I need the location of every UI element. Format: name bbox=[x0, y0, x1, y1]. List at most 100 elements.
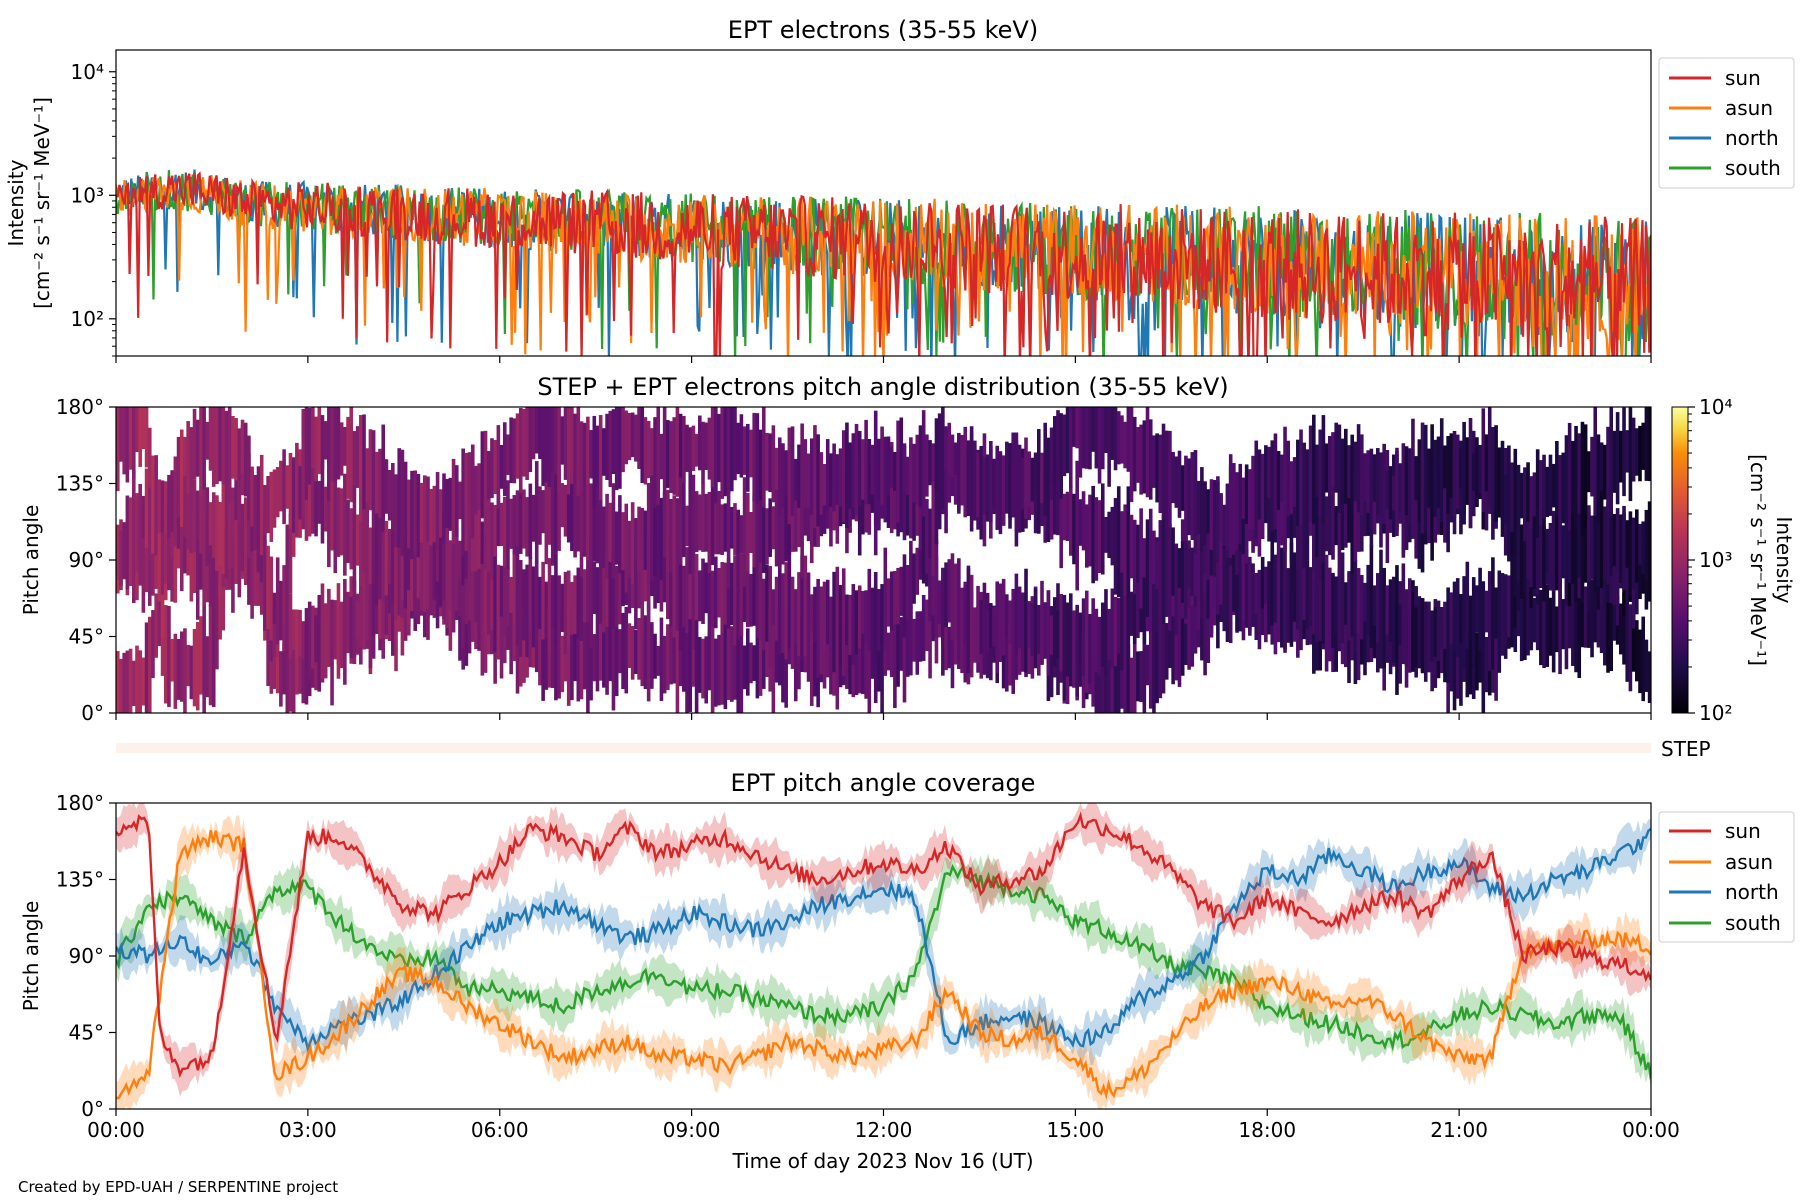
heatmap-cell bbox=[883, 626, 888, 676]
heatmap-cell bbox=[925, 434, 929, 497]
heatmap-cell bbox=[1296, 560, 1300, 630]
heatmap-cell bbox=[1008, 443, 1012, 519]
heatmap-cell bbox=[355, 514, 360, 566]
heatmap-cell bbox=[416, 473, 421, 558]
heatmap-cell bbox=[1088, 494, 1092, 567]
heatmap-cell bbox=[1411, 418, 1415, 524]
heatmap-cell bbox=[403, 523, 408, 609]
colorbar-gradient bbox=[1671, 406, 1689, 714]
heatmap-cell bbox=[1328, 492, 1332, 556]
heatmap-cell bbox=[803, 555, 808, 656]
heatmap-cell bbox=[912, 618, 916, 662]
heatmap-cell bbox=[451, 458, 456, 545]
heatmap-cell bbox=[528, 619, 533, 668]
heatmap-cell bbox=[717, 634, 721, 706]
heatmap-cell bbox=[761, 624, 766, 689]
heatmap-cell bbox=[701, 638, 705, 699]
heatmap-cell bbox=[672, 495, 677, 557]
heatmap-cell bbox=[1136, 524, 1140, 583]
heatmap-cell bbox=[861, 626, 865, 695]
heatmap-cell bbox=[992, 607, 996, 647]
colorbar-tick-label: 10³ bbox=[1699, 548, 1732, 572]
heatmap-cell bbox=[1628, 511, 1633, 597]
heatmap-cell bbox=[953, 453, 958, 505]
heatmap-cell bbox=[1286, 568, 1291, 610]
heatmap-cell bbox=[493, 504, 497, 557]
heatmap-cell bbox=[477, 556, 481, 633]
heatmap-cell bbox=[1078, 612, 1083, 663]
heatmap-cell bbox=[506, 567, 510, 626]
heatmap-cell bbox=[1132, 639, 1137, 713]
heatmap-cell bbox=[985, 609, 990, 653]
heatmap-cell bbox=[582, 463, 587, 557]
heatmap-cell bbox=[1331, 572, 1335, 648]
heatmap-cell bbox=[387, 529, 392, 584]
heatmap-cell bbox=[454, 515, 459, 612]
heatmap-cell bbox=[547, 407, 552, 487]
heatmap-cell bbox=[666, 420, 670, 488]
heatmap-cell bbox=[825, 579, 830, 645]
heatmap-cell bbox=[205, 421, 210, 460]
heatmap-cell bbox=[1107, 641, 1111, 713]
heatmap-cell bbox=[704, 493, 709, 552]
heatmap-cell bbox=[726, 407, 731, 494]
heatmap-cell bbox=[566, 407, 571, 495]
heatmap-cell bbox=[682, 565, 686, 628]
heatmap-cell bbox=[563, 571, 568, 655]
panel2-ylabel: Pitch angle bbox=[19, 505, 43, 616]
heatmap-cell bbox=[167, 495, 171, 583]
heatmap-cell bbox=[1139, 651, 1143, 703]
heatmap-cell bbox=[1635, 509, 1639, 583]
heatmap-cell bbox=[387, 561, 392, 614]
heatmap-cell bbox=[829, 619, 833, 695]
heatmap-cell bbox=[1347, 571, 1351, 641]
heatmap-cell bbox=[950, 553, 955, 641]
heatmap-cell bbox=[1612, 513, 1617, 567]
heatmap-cell bbox=[1264, 445, 1268, 507]
heatmap-cell bbox=[781, 476, 785, 565]
heatmap-cell bbox=[1372, 489, 1377, 535]
heatmap-cell bbox=[438, 534, 443, 607]
heatmap-cell bbox=[848, 442, 852, 509]
heatmap-cell bbox=[1577, 498, 1582, 578]
heatmap-cell bbox=[1366, 614, 1370, 663]
heatmap-cell bbox=[359, 589, 363, 647]
heatmap-cell bbox=[1484, 636, 1489, 693]
heatmap-cell bbox=[1193, 450, 1198, 554]
heatmap-cell bbox=[1337, 568, 1342, 647]
heatmap-cell bbox=[1235, 472, 1239, 550]
legend1-asun-label: asun bbox=[1725, 96, 1773, 120]
heatmap-cell bbox=[1423, 424, 1428, 533]
heatmap-cell bbox=[1503, 574, 1508, 646]
heatmap-cell bbox=[726, 467, 731, 589]
heatmap-cell bbox=[279, 651, 283, 707]
heatmap-cell bbox=[921, 594, 926, 661]
heatmap-cell bbox=[1379, 452, 1383, 518]
heatmap-cell bbox=[1503, 474, 1508, 524]
heatmap-cell bbox=[1222, 504, 1227, 547]
heatmap-cell bbox=[1344, 428, 1348, 504]
heatmap-cell bbox=[512, 418, 517, 484]
heatmap-cell bbox=[947, 559, 952, 623]
heatmap-cell bbox=[1142, 632, 1147, 713]
heatmap-cell bbox=[1529, 476, 1534, 529]
heatmap-cell bbox=[179, 631, 184, 702]
heatmap-cell bbox=[1187, 587, 1191, 670]
heatmap-cell bbox=[586, 482, 590, 561]
heatmap-cell bbox=[1136, 651, 1140, 702]
heatmap-cell bbox=[605, 413, 609, 481]
heatmap-cell bbox=[1292, 552, 1297, 622]
heatmap-cell bbox=[723, 619, 728, 710]
heatmap-cell bbox=[346, 591, 350, 651]
heatmap-cell bbox=[470, 444, 475, 539]
heatmap-cell bbox=[905, 615, 910, 677]
heatmap-cell bbox=[490, 564, 494, 631]
heatmap-cell bbox=[550, 575, 555, 630]
heatmap-cell bbox=[119, 530, 123, 586]
heatmap-cell bbox=[1558, 455, 1562, 516]
heatmap-cell bbox=[1161, 423, 1166, 519]
heatmap-cell bbox=[131, 660, 136, 706]
heatmap-cell bbox=[486, 451, 491, 500]
heatmap-cell bbox=[224, 410, 229, 482]
